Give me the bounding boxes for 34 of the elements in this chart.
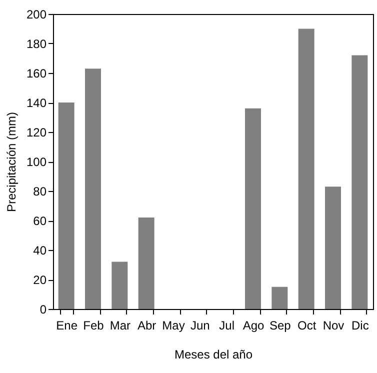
y-axis-title: Precipitación (mm) xyxy=(4,112,18,212)
y-tick-label: 0 xyxy=(40,302,47,316)
y-tick-label: 100 xyxy=(26,155,47,169)
bar xyxy=(272,286,288,309)
y-tick-label: 40 xyxy=(33,244,47,258)
bar xyxy=(138,218,154,309)
bar xyxy=(352,55,368,309)
y-tick-label: 80 xyxy=(33,184,47,198)
y-tick-label: 180 xyxy=(26,37,47,51)
bar xyxy=(85,68,101,309)
x-tick-label: Jun xyxy=(190,318,210,332)
y-tick-label: 160 xyxy=(26,66,47,80)
x-tick-label: Feb xyxy=(83,318,104,332)
x-tick-label: Mar xyxy=(110,318,131,332)
y-tick-label: 200 xyxy=(26,8,47,22)
y-tick-label: 120 xyxy=(26,126,47,140)
y-tick-label: 140 xyxy=(26,96,47,110)
x-tick-label: Jul xyxy=(219,318,235,332)
bar xyxy=(58,102,74,309)
bar xyxy=(245,108,261,309)
x-tick-label: Abr xyxy=(137,318,156,332)
bar xyxy=(325,186,341,309)
x-axis-title: Meses del año xyxy=(174,348,253,362)
x-tick-label: Sep xyxy=(269,318,292,332)
x-tick-label: Ago xyxy=(242,318,264,332)
y-tick-label: 60 xyxy=(33,214,47,228)
x-tick-label: Ene xyxy=(56,318,78,332)
x-tick-label: Oct xyxy=(297,318,317,332)
x-tick-label: Nov xyxy=(322,318,344,332)
x-tick-label: Dic xyxy=(351,318,369,332)
bar xyxy=(112,262,128,309)
x-tick-label: May xyxy=(162,318,185,332)
y-tick-label: 20 xyxy=(33,273,47,287)
bar xyxy=(298,28,314,309)
